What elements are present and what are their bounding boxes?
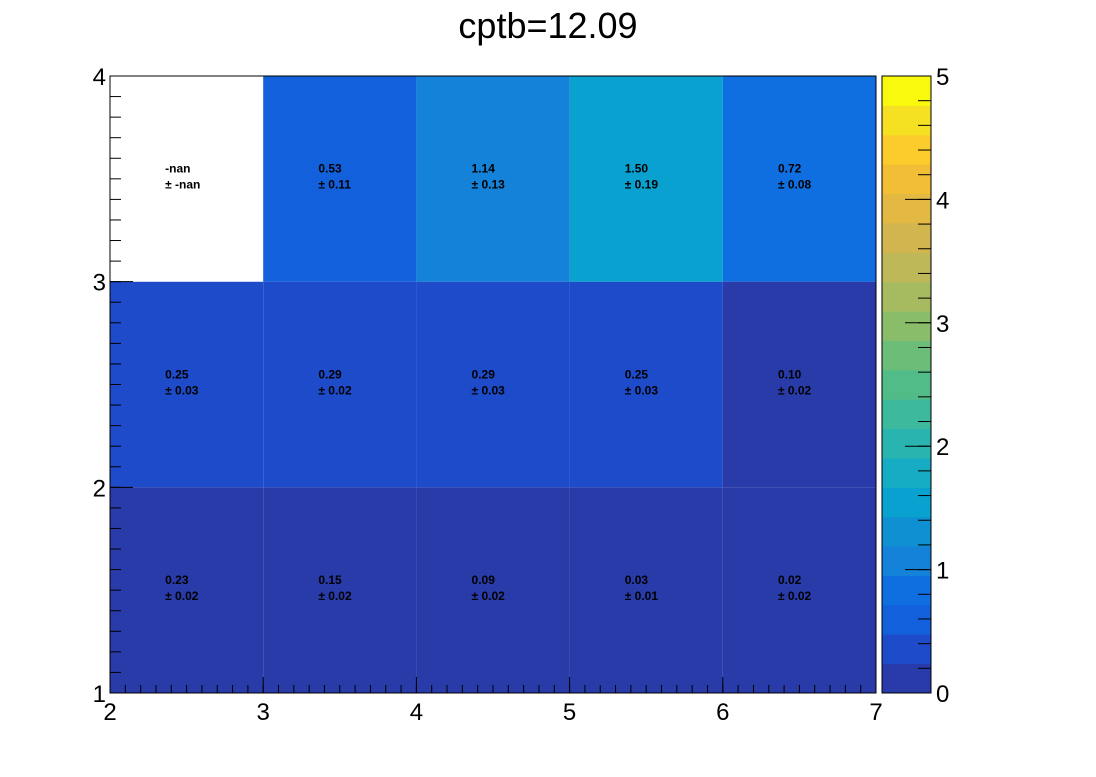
cell-error-label: ± 0.19 (625, 178, 659, 192)
cell-error-label: ± 0.03 (625, 383, 659, 397)
cell-value-label: 0.03 (625, 573, 649, 587)
colorbar-tick-label: 0 (936, 681, 949, 708)
colorbar-segment (882, 575, 931, 606)
heatmap-cell (416, 281, 570, 488)
colorbar-segment (882, 487, 931, 518)
colorbar-tick-label: 3 (936, 311, 949, 338)
cell-value-label: 0.29 (318, 367, 342, 381)
cell-value-label: 0.29 (472, 367, 496, 381)
x-tick-label: 5 (563, 699, 576, 726)
cell-value-label: 1.50 (625, 162, 649, 176)
colorbar-segment (882, 340, 931, 371)
heatmap-cell (722, 281, 876, 488)
cell-error-label: ± 0.13 (472, 178, 506, 192)
colorbar-segment (882, 546, 931, 576)
cell-value-label: 0.23 (165, 573, 189, 587)
cell-error-label: ± 0.02 (318, 383, 352, 397)
chart-title: cptb=12.09 (458, 5, 637, 46)
heatmap-cell (416, 76, 570, 282)
cell-error-label: ± 0.08 (778, 178, 812, 192)
cell-value-label: 0.53 (318, 162, 342, 176)
cell-value-label: 1.14 (472, 162, 496, 176)
y-tick-label: 1 (93, 681, 106, 708)
x-tick-label: 3 (257, 699, 270, 726)
y-tick-label: 3 (93, 270, 106, 297)
colorbar-segment (882, 428, 931, 459)
cell-error-label: ± 0.02 (165, 589, 199, 603)
heatmap-cell (722, 76, 876, 282)
colorbar-tick-label: 5 (936, 64, 949, 91)
colorbar-segment (882, 311, 931, 341)
colorbar-segment (882, 222, 931, 253)
x-tick-label: 2 (103, 699, 116, 726)
colorbar-segment (882, 164, 931, 195)
cell-value-label: 0.10 (778, 367, 802, 381)
cell-error-label: ± -nan (165, 178, 200, 192)
x-tick-label: 4 (410, 699, 423, 726)
cell-error-label: ± 0.02 (778, 589, 812, 603)
colorbar-segment (882, 516, 931, 547)
colorbar-segment (882, 281, 931, 312)
heatmap-cell (263, 487, 417, 693)
heatmap-cell (110, 487, 264, 693)
colorbar: 0 1 2 3 4 5 (881, 64, 949, 708)
colorbar-segment (882, 105, 931, 136)
colorbar-tick-label: 2 (936, 434, 949, 461)
colorbar-tick-label: 4 (936, 187, 949, 214)
heatmap-cell (110, 281, 264, 488)
colorbar-segment (882, 399, 931, 430)
cell-value-label: -nan (165, 162, 190, 176)
cell-value-label: 0.09 (472, 573, 496, 587)
cell-value-label: 0.72 (778, 162, 802, 176)
colorbar-segment (882, 369, 931, 400)
heatmap-cell (263, 281, 417, 488)
colorbar-segment (882, 634, 931, 665)
cell-value-label: 0.02 (778, 573, 802, 587)
x-tick-label: 7 (869, 699, 882, 726)
colorbar-segment (882, 76, 931, 106)
cells-layer (110, 76, 876, 693)
y-tick-label: 2 (93, 475, 106, 502)
heatmap-cell (263, 76, 417, 282)
cell-error-label: ± 0.03 (472, 383, 506, 397)
cell-value-label: 0.25 (165, 367, 189, 381)
heatmap-cell (110, 76, 264, 282)
colorbar-segment (882, 457, 931, 488)
cell-error-label: ± 0.11 (318, 178, 351, 192)
heatmap-cell (569, 76, 723, 282)
cell-error-label: ± 0.02 (472, 589, 506, 603)
colorbar-segment (882, 193, 931, 224)
cell-labels-layer: 0.23 ± 0.02 0.15 ± 0.02 0.09 ± 0.02 0.03 ± 0.01… (165, 162, 811, 603)
cell-error-label: ± 0.01 (625, 589, 659, 603)
colorbar-segment (882, 252, 931, 283)
heatmap-cell (416, 487, 570, 693)
heatmap-cell (722, 487, 876, 693)
heatmap-cell (569, 487, 723, 693)
cell-error-label: ± 0.02 (778, 383, 812, 397)
x-tick-label: 6 (716, 699, 729, 726)
cell-value-label: 0.15 (318, 573, 342, 587)
cell-value-label: 0.25 (625, 367, 649, 381)
heatmap-cell (569, 281, 723, 488)
cell-error-label: ± 0.02 (318, 589, 352, 603)
cell-error-label: ± 0.03 (165, 383, 199, 397)
colorbar-segment (882, 604, 931, 635)
y-tick-label: 4 (93, 64, 106, 91)
colorbar-tick-label: 1 (936, 558, 949, 585)
